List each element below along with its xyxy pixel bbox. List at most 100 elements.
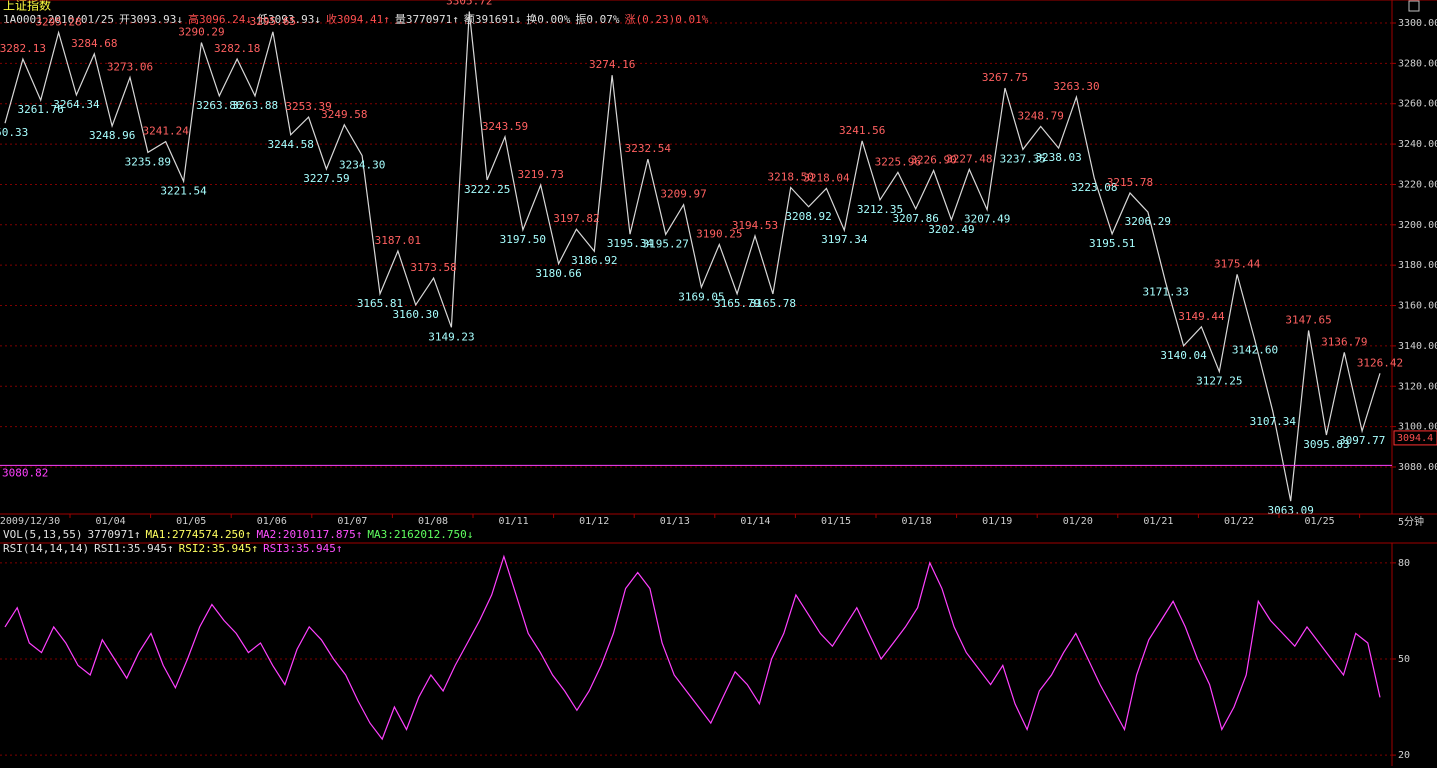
rsi-info: RSI(14,14,14) [3,542,89,555]
low-label: 3244.58 [268,138,314,151]
y-tick-label: 3300.00 [1398,18,1437,29]
x-tick-label: 01/15 [821,516,851,527]
high-label: 3175.44 [1214,257,1261,270]
high-label: 3219.73 [518,168,564,181]
y-tick-label: 3260.00 [1398,99,1437,110]
x-tick-label: 01/06 [257,516,287,527]
x-tick-label: 01/08 [418,516,448,527]
high-label: 3273.06 [107,60,153,73]
high-label: 3149.44 [1178,310,1225,323]
low-label: 3264.34 [53,98,100,111]
high-label: 3241.24 [143,125,190,138]
index-title: 上证指数 [3,0,51,13]
low-label: 3207.49 [964,213,1010,226]
y-tick-label: 20 [1398,750,1410,761]
rsi-info: RSI2:35.945↑ [179,542,258,555]
high-label: 3249.58 [321,108,367,121]
last-price-label: 3094.4 [1397,433,1433,444]
x-tick-label: 01/11 [499,516,529,527]
low-label: 3171.33 [1143,286,1189,299]
low-label: 3149.23 [428,330,474,343]
quote-info: 涨(0.23)0.01% [625,13,709,26]
x-tick-label: 01/05 [176,516,206,527]
price-line [4,11,1381,502]
quote-info: 1A0001 [3,13,43,26]
x-tick-label: 01/25 [1305,516,1335,527]
low-label: 3195.34 [607,237,654,250]
reference-label: 3080.82 [2,466,48,479]
y-tick-label: 3120.00 [1398,381,1437,392]
low-label: 3140.04 [1160,349,1207,362]
price-line [4,554,1381,741]
low-label: 3221.54 [160,184,207,197]
y-tick-label: 3100.00 [1398,422,1437,433]
low-label: 3180.66 [535,267,581,280]
high-label: 3241.56 [839,124,885,137]
high-label: 3190.25 [696,227,742,240]
high-label: 3305.72 [446,0,492,7]
quote-info: 量3770971↑ [395,13,459,26]
x-tick-label: 01/14 [740,516,770,527]
y-tick-label: 80 [1398,558,1410,569]
y-tick-label: 3240.00 [1398,139,1437,150]
low-label: 3263.86 [196,99,242,112]
high-label: 3295.28 [35,16,81,29]
vol-info: MA3:2162012.750↓ [367,528,473,541]
high-label: 3295.65 [250,15,296,28]
y-tick-label: 50 [1398,654,1410,665]
high-label: 3197.82 [553,212,599,225]
low-label: 3263.88 [232,99,278,112]
low-label: 3234.30 [339,159,385,172]
low-label: 3097.77 [1339,434,1385,447]
low-label: 3160.30 [393,308,439,321]
x-tick-label: 01/13 [660,516,690,527]
quote-info: 2010/01/25 [48,13,114,26]
quote-info: 开3093.93↓ [119,13,183,26]
high-label: 3263.30 [1053,80,1099,93]
high-label: 3209.97 [660,188,706,201]
x-tick-label: 01/19 [982,516,1012,527]
x-tick-label: 01/22 [1224,516,1254,527]
low-label: 3186.92 [571,254,617,267]
high-label: 3226.90 [910,154,956,167]
rsi-info: RSI3:35.945↑ [263,542,342,555]
low-label: 3207.86 [893,212,939,225]
high-label: 3267.75 [982,71,1028,84]
high-label: 3282.13 [0,42,46,55]
y-tick-label: 3200.00 [1398,220,1437,231]
low-label: 3261.76 [18,103,64,116]
high-label: 3126.42 [1357,356,1403,369]
y-tick-label: 3220.00 [1398,179,1437,190]
low-label: 3223.08 [1071,181,1117,194]
x-tick-label: 01/07 [337,516,367,527]
low-label: 3208.92 [785,210,831,223]
high-label: 3215.78 [1107,176,1153,189]
low-label: 3195.27 [643,237,689,250]
low-label: 3237.35 [1000,152,1046,165]
high-label: 3218.04 [803,171,850,184]
quote-info: 收3094.41↑ [326,12,390,26]
period-label: 5分钟 [1398,515,1424,528]
low-label: 3165.81 [357,297,403,310]
high-label: 3290.29 [178,26,224,39]
quote-info: 高3096.24↓ [188,12,252,26]
low-label: 3195.51 [1089,237,1135,250]
x-tick-label: 2009/12/30 [0,516,60,527]
quote-info: 换0.00% [526,12,570,26]
quote-info: 额391691↓ [464,13,521,26]
x-tick-label: 01/12 [579,516,609,527]
y-tick-label: 3180.00 [1398,260,1437,271]
low-label: 3202.49 [928,223,974,236]
quote-info: 低3093.93↓ [257,13,321,26]
vol-info: 3770971↑ [87,528,140,541]
high-label: 3194.53 [732,219,778,232]
quote-info: 振0.07% [575,12,619,26]
high-label: 3136.79 [1321,335,1367,348]
low-label: 3169.05 [678,290,724,303]
window-icon[interactable] [1408,0,1420,12]
high-label: 3225.96 [875,155,921,168]
high-label: 3274.16 [589,58,635,71]
high-label: 3173.58 [410,261,456,274]
